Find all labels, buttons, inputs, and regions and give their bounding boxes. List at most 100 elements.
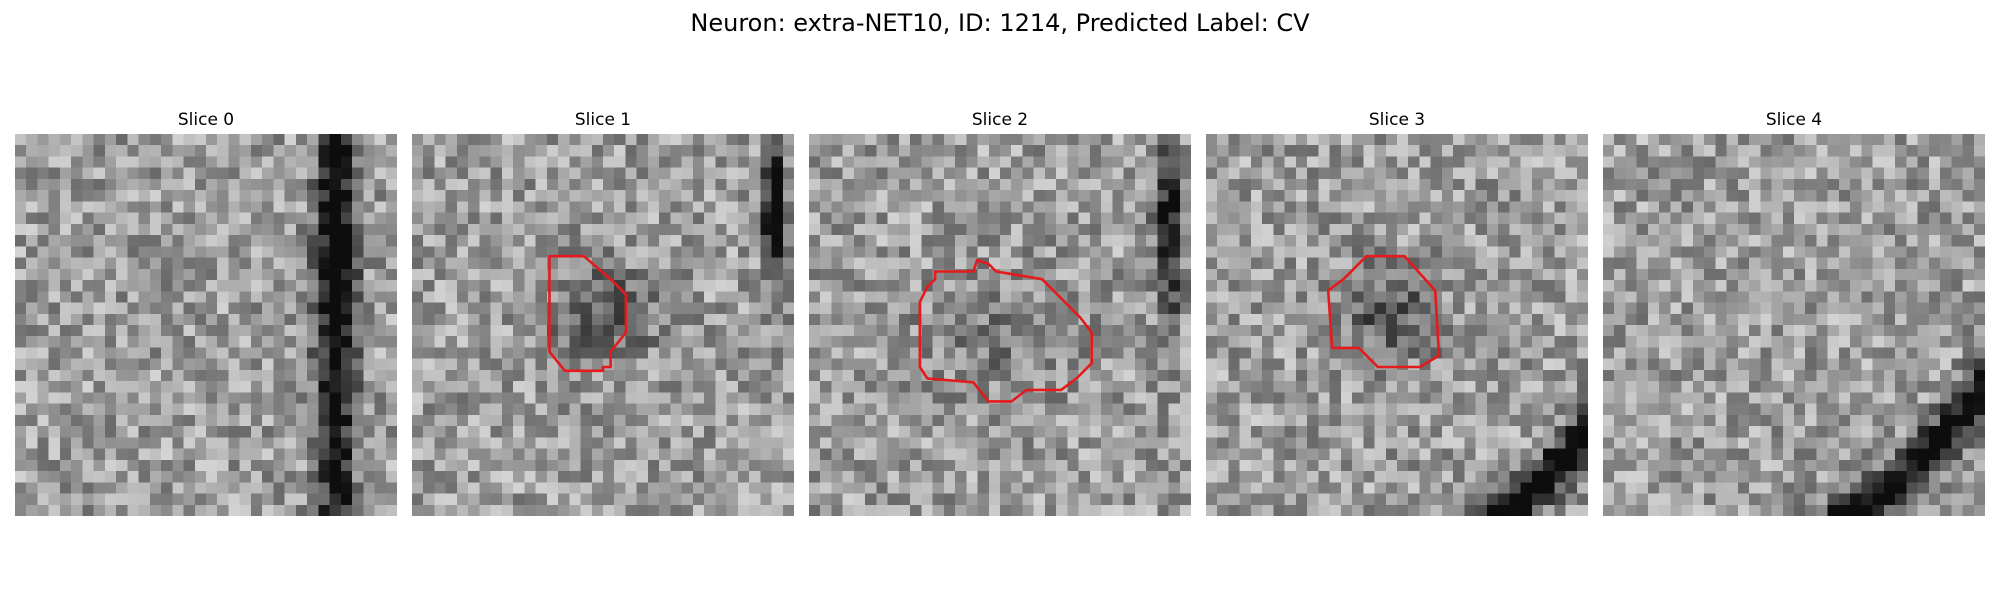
pixel — [374, 313, 387, 326]
pixel — [127, 145, 140, 158]
pixel — [217, 358, 230, 371]
pixel — [329, 381, 342, 394]
pixel — [966, 381, 979, 394]
pixel — [1206, 426, 1218, 438]
pixel — [704, 201, 716, 214]
pixel — [546, 178, 559, 191]
pixel — [445, 302, 458, 315]
pixel — [71, 190, 84, 203]
pixel — [194, 212, 207, 225]
pixel — [1509, 167, 1522, 180]
pixel — [295, 336, 308, 349]
pixel — [1284, 471, 1297, 483]
pixel — [1011, 167, 1024, 180]
pixel — [273, 504, 286, 516]
pixel — [1044, 369, 1057, 382]
pixel — [1067, 280, 1080, 292]
pixel — [1408, 426, 1421, 438]
pixel — [820, 167, 833, 180]
pixel — [1089, 201, 1102, 214]
pixel — [1636, 178, 1649, 191]
pixel — [206, 437, 218, 450]
pixel — [206, 471, 218, 483]
pixel — [194, 167, 207, 180]
pixel — [887, 257, 900, 270]
pixel — [782, 493, 794, 506]
pixel — [1715, 212, 1728, 225]
pixel — [1033, 381, 1046, 394]
pixel — [988, 313, 1001, 326]
pixel — [352, 471, 364, 483]
pixel — [423, 392, 436, 405]
pixel — [1011, 156, 1024, 169]
pixel — [704, 313, 716, 326]
pixel — [1464, 381, 1477, 394]
pixel — [1363, 392, 1376, 405]
pixel — [921, 302, 934, 315]
pixel — [1771, 167, 1784, 180]
pixel — [1486, 459, 1499, 472]
pixel — [1543, 235, 1555, 247]
pixel — [1112, 201, 1125, 214]
pixel — [704, 493, 716, 506]
pixel — [1363, 358, 1376, 371]
pixel — [445, 358, 458, 371]
pixel — [1056, 291, 1069, 304]
pixel — [1089, 134, 1102, 146]
pixel — [1554, 426, 1567, 438]
pixel — [423, 448, 436, 461]
pixel — [127, 403, 140, 416]
pixel — [262, 381, 275, 394]
pixel — [468, 504, 481, 516]
pixel — [1531, 302, 1544, 315]
pixel — [782, 167, 794, 180]
pixel — [1340, 414, 1353, 427]
pixel — [1273, 437, 1286, 450]
pixel — [37, 403, 50, 416]
pixel — [1273, 426, 1286, 438]
pixel — [250, 358, 263, 371]
pixel — [1044, 471, 1057, 483]
pixel — [876, 369, 889, 382]
pixel — [737, 369, 750, 382]
pixel — [295, 280, 308, 292]
pixel — [1250, 325, 1263, 337]
pixel — [1262, 190, 1275, 203]
pixel — [295, 403, 308, 416]
slice-image-4 — [1603, 134, 1985, 516]
pixel — [943, 223, 956, 236]
pixel — [1520, 156, 1533, 169]
slice-title-0: Slice 0 — [177, 110, 235, 130]
pixel — [82, 482, 95, 495]
pixel — [15, 493, 27, 506]
pixel — [1951, 167, 1964, 180]
pixel — [104, 504, 117, 516]
pixel — [1284, 403, 1297, 416]
pixel — [490, 459, 503, 472]
pixel — [853, 459, 866, 472]
pixel — [138, 156, 151, 169]
pixel — [1089, 493, 1102, 506]
pixel — [1475, 201, 1488, 214]
pixel — [955, 302, 967, 315]
pixel — [842, 414, 855, 427]
pixel — [876, 358, 889, 371]
pixel — [93, 268, 106, 281]
pixel — [1033, 212, 1046, 225]
pixel — [603, 437, 615, 450]
pixel — [1000, 235, 1012, 247]
pixel — [15, 257, 27, 270]
pixel — [1453, 448, 1466, 461]
pixel — [1284, 212, 1297, 225]
pixel — [647, 471, 660, 483]
pixel — [865, 325, 878, 337]
pixel — [1078, 291, 1091, 304]
pixel — [1704, 145, 1716, 158]
pixel — [479, 448, 492, 461]
pixel — [423, 223, 436, 236]
pixel — [1543, 358, 1555, 371]
pixel — [1112, 336, 1125, 349]
pixel — [37, 325, 50, 337]
pixel — [977, 336, 990, 349]
pixel — [1486, 134, 1499, 146]
